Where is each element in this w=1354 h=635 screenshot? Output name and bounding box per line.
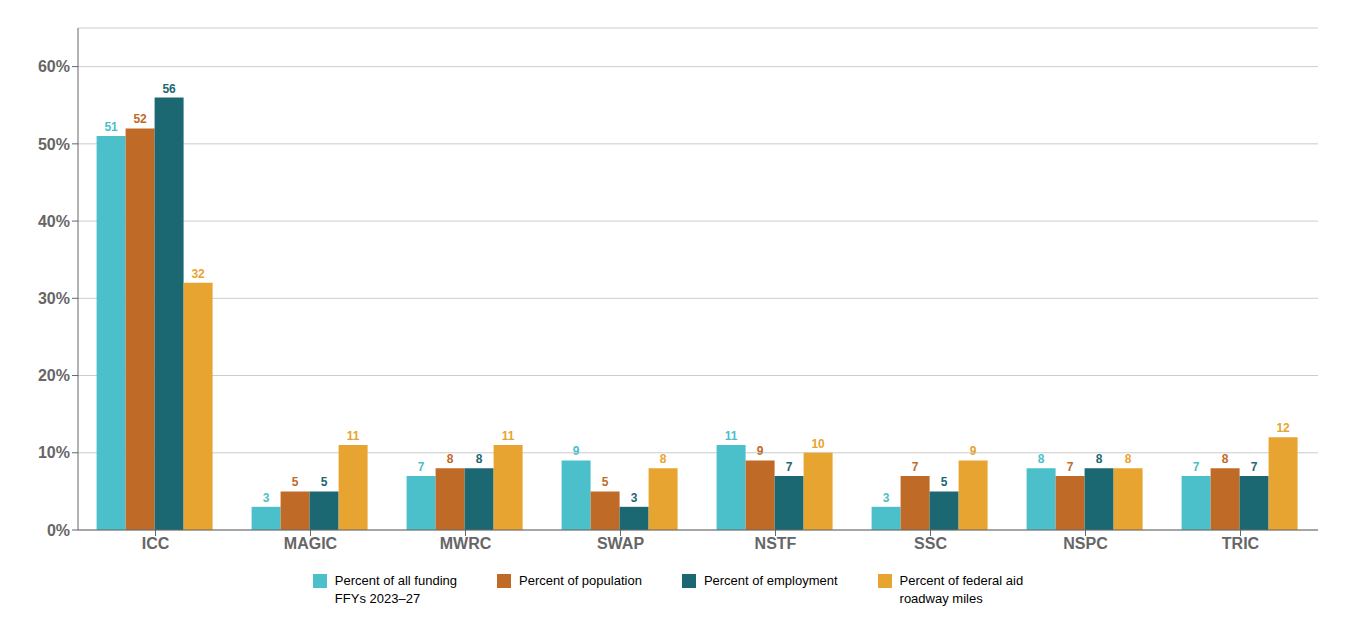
svg-text:9: 9 xyxy=(970,444,977,458)
svg-text:12: 12 xyxy=(1276,421,1290,435)
svg-text:5: 5 xyxy=(602,475,609,489)
svg-text:TRIC: TRIC xyxy=(1222,535,1260,552)
svg-text:MWRC: MWRC xyxy=(440,535,492,552)
svg-text:11: 11 xyxy=(725,429,738,443)
svg-text:3: 3 xyxy=(631,491,638,505)
svg-text:5: 5 xyxy=(292,475,299,489)
svg-text:MAGIC: MAGIC xyxy=(284,535,338,552)
svg-text:8: 8 xyxy=(1096,452,1103,466)
svg-text:8: 8 xyxy=(447,452,454,466)
svg-text:8: 8 xyxy=(476,452,483,466)
html-text:Percent of federal aid roadway: Percent of federal aid roadway miles xyxy=(899,573,1024,606)
svg-text:11: 11 xyxy=(347,429,360,443)
svg-text:7: 7 xyxy=(786,460,793,474)
html-text:Percent of all funding FFYs 20: Percent of all funding FFYs 2023–27 xyxy=(334,573,457,606)
svg-text:ICC: ICC xyxy=(142,535,170,552)
svg-text:40%: 40% xyxy=(38,213,70,230)
svg-text:8: 8 xyxy=(1038,452,1045,466)
svg-text:52: 52 xyxy=(133,112,147,126)
svg-text:8: 8 xyxy=(660,452,667,466)
svg-text:5: 5 xyxy=(321,475,328,489)
html-text:Percent of employment: Percent of employment xyxy=(703,573,838,588)
svg-text:11: 11 xyxy=(502,429,515,443)
svg-text:10%: 10% xyxy=(38,444,70,461)
svg-text:50%: 50% xyxy=(38,136,70,153)
svg-text:9: 9 xyxy=(757,444,764,458)
svg-text:32: 32 xyxy=(191,267,205,281)
svg-text:20%: 20% xyxy=(38,367,70,384)
svg-text:7: 7 xyxy=(912,460,919,474)
svg-text:7: 7 xyxy=(1067,460,1074,474)
svg-text:0%: 0% xyxy=(47,522,70,539)
html-text:Percent of population: Percent of population xyxy=(519,573,642,588)
svg-text:NSTF: NSTF xyxy=(755,535,797,552)
svg-text:8: 8 xyxy=(1125,452,1132,466)
svg-text:NSPC: NSPC xyxy=(1063,535,1108,552)
svg-text:9: 9 xyxy=(573,444,580,458)
svg-text:7: 7 xyxy=(1251,460,1258,474)
svg-text:8: 8 xyxy=(1222,452,1229,466)
svg-text:10: 10 xyxy=(811,437,825,451)
svg-text:SWAP: SWAP xyxy=(597,535,644,552)
svg-text:30%: 30% xyxy=(38,290,70,307)
svg-text:51: 51 xyxy=(104,120,118,134)
svg-text:7: 7 xyxy=(1193,460,1200,474)
svg-text:7: 7 xyxy=(418,460,425,474)
svg-text:5: 5 xyxy=(941,475,948,489)
svg-text:60%: 60% xyxy=(38,58,70,75)
svg-text:3: 3 xyxy=(263,491,270,505)
svg-text:56: 56 xyxy=(162,82,176,96)
svg-text:SSC: SSC xyxy=(914,535,947,552)
svg-text:3: 3 xyxy=(883,491,890,505)
